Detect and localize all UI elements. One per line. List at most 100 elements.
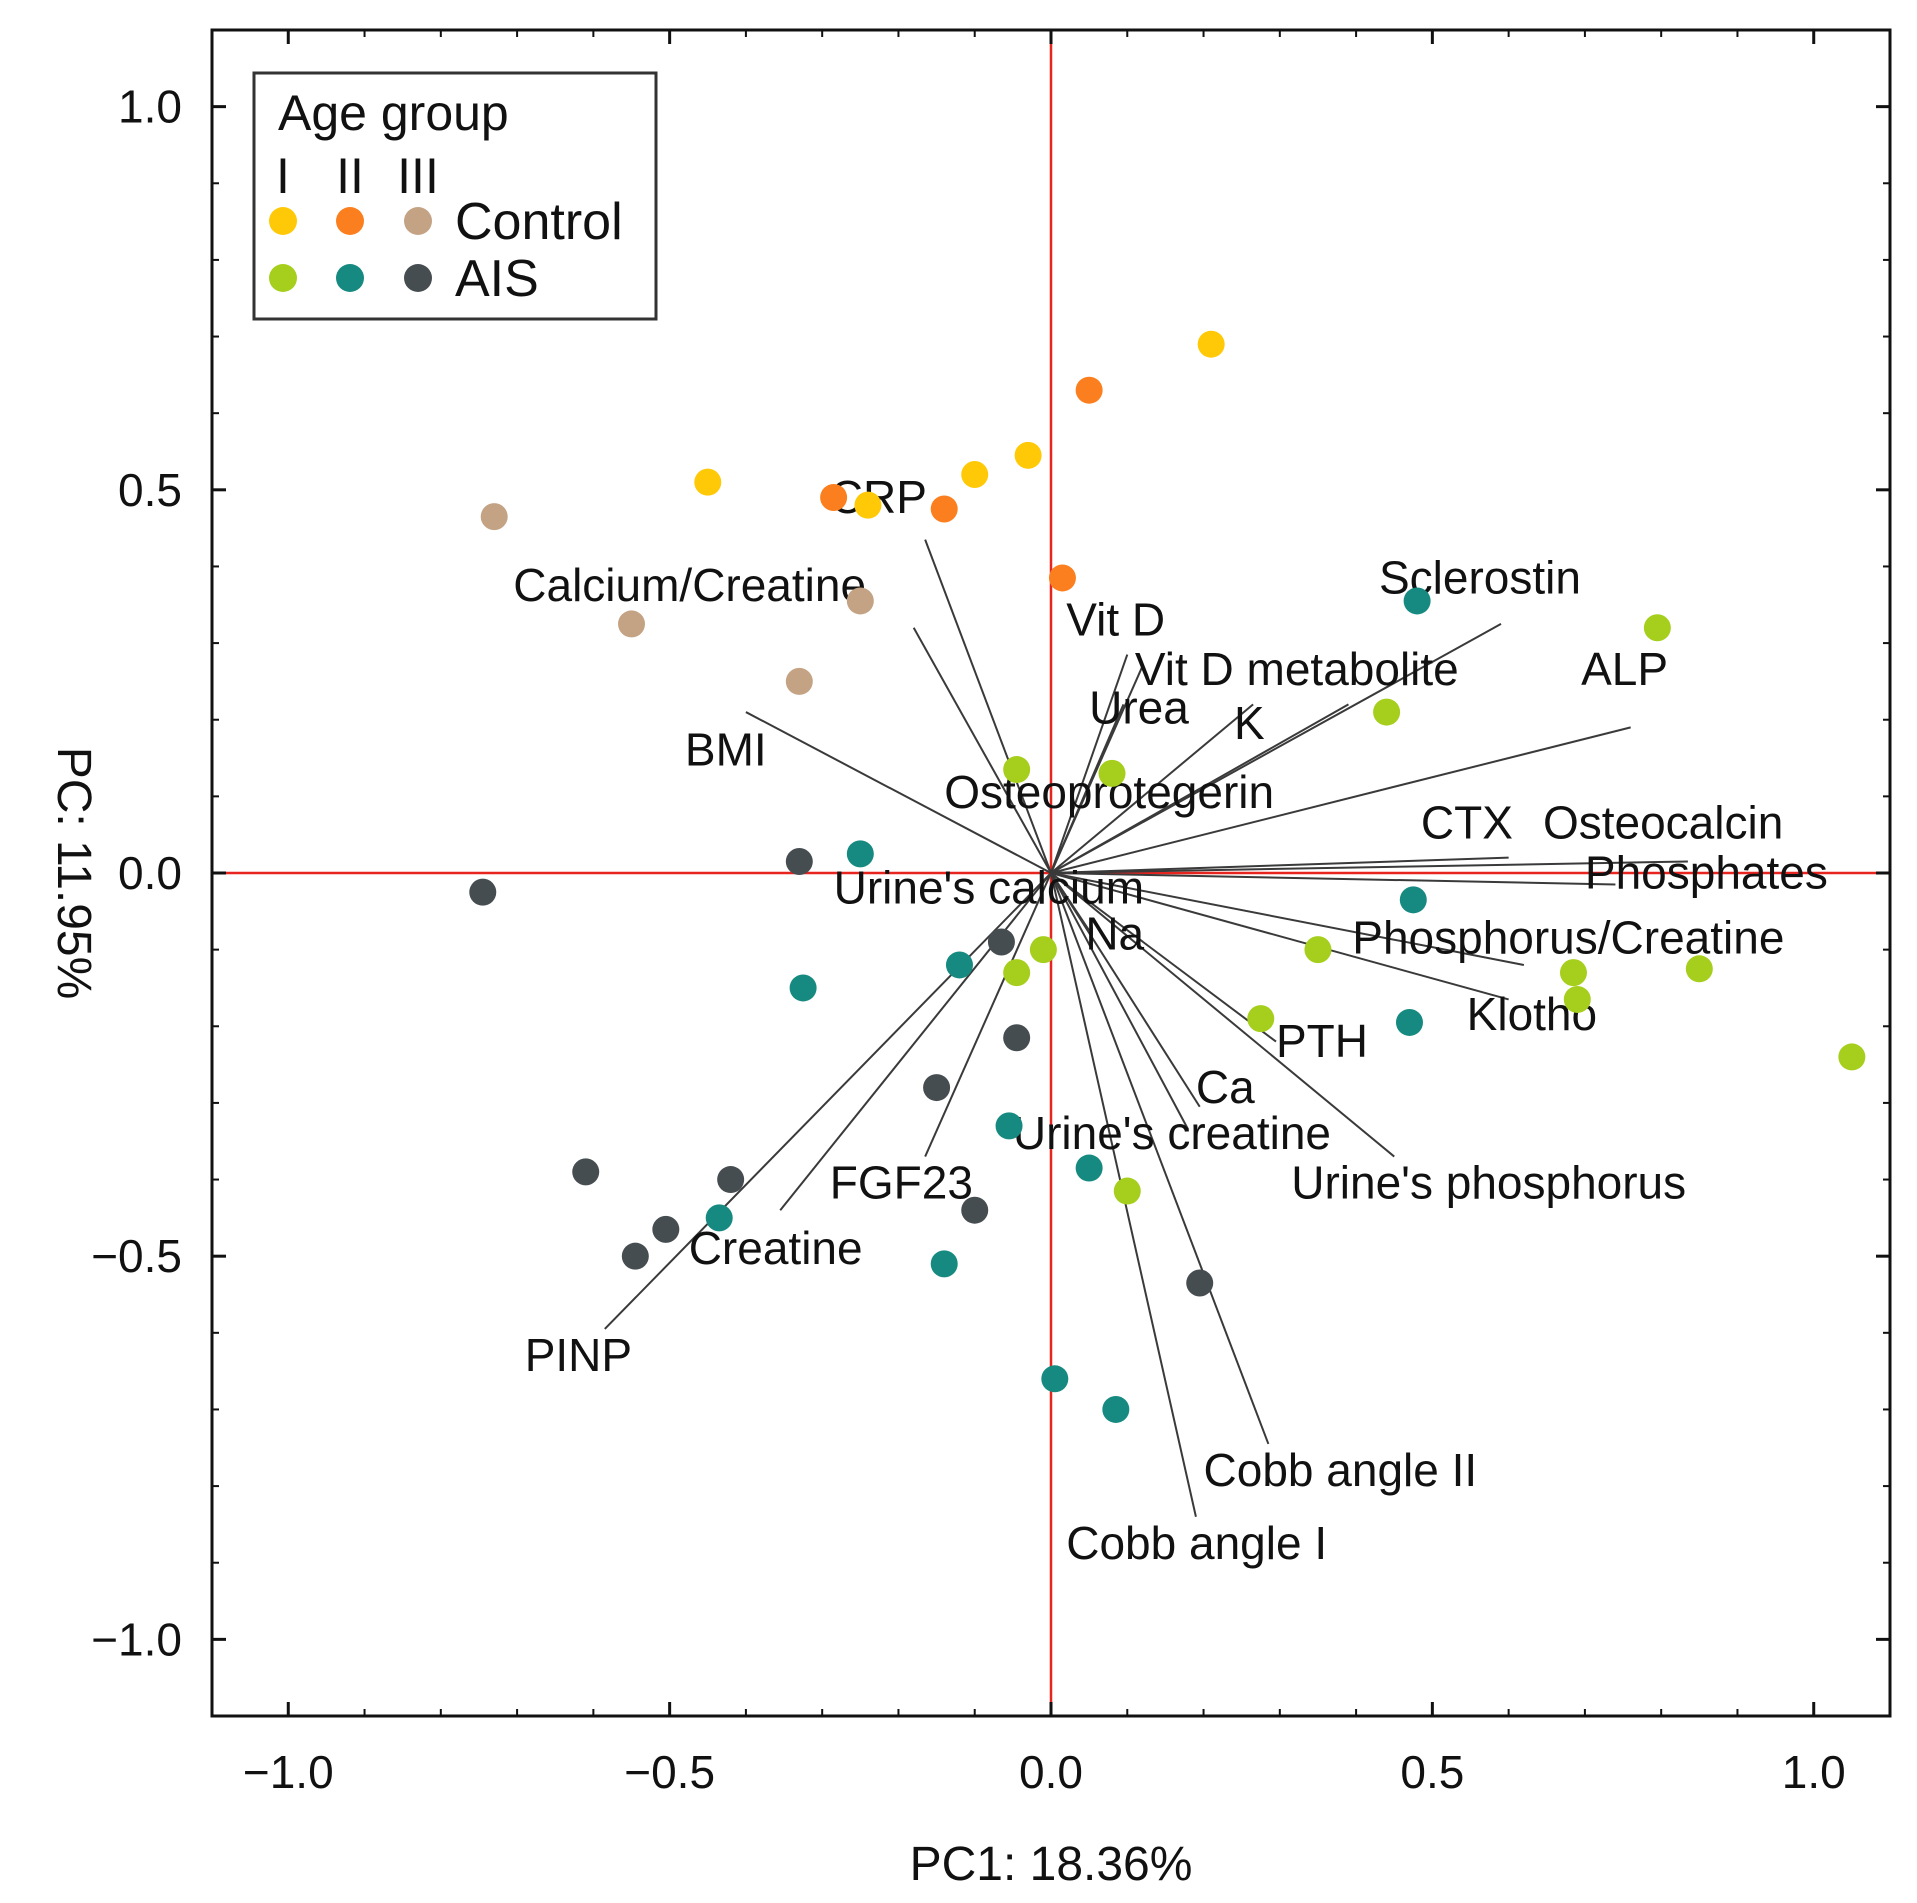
loading-label-k: K <box>1234 697 1265 749</box>
loading-label-urine-s-creatine: Urine's creatine <box>1013 1107 1331 1159</box>
loading-vector-klotho <box>1050 872 1509 1001</box>
legend-swatch-control-1 <box>269 207 297 235</box>
legend-swatch-ais-3 <box>404 264 432 292</box>
point-control-i-2 <box>961 460 989 488</box>
point-ais-ii-3 <box>945 951 973 979</box>
loading-label-ctx: CTX <box>1421 797 1513 849</box>
loading-vector-phosphorus-creatine <box>1050 872 1525 966</box>
y-tick-label: 1.0 <box>118 81 182 133</box>
y-tick-label: −1.0 <box>91 1613 182 1665</box>
loading-label-calcium-creatine: Calcium/Creatine <box>513 559 866 611</box>
point-ais-ii-10 <box>1041 1365 1069 1393</box>
point-ais-iii-3 <box>1003 1024 1031 1052</box>
point-control-i-1 <box>694 468 722 496</box>
point-ais-iii-5 <box>572 1158 600 1186</box>
y-tick-label: 0.0 <box>118 847 182 899</box>
point-ais-ii-9 <box>930 1250 958 1278</box>
loading-vector-fgf23 <box>924 872 1052 1157</box>
loading-vector-creatine <box>779 872 1052 1211</box>
legend-column-iii: III <box>397 148 439 204</box>
point-ais-iii-10 <box>1186 1269 1214 1297</box>
loading-label-phosphorus-creatine: Phosphorus/Creatine <box>1352 911 1784 963</box>
point-ais-ii-2 <box>1399 886 1427 914</box>
x-tick-label: 0.0 <box>1019 1746 1083 1798</box>
point-ais-ii-1 <box>846 840 874 868</box>
x-tick-label: −1.0 <box>243 1746 334 1798</box>
loading-vector-calcium-creatine <box>912 627 1052 874</box>
point-ais-ii-7 <box>1075 1154 1103 1182</box>
point-ais-iii-7 <box>961 1196 989 1224</box>
loading-label-vit-d-metabolite: Vit D metabolite <box>1135 643 1459 695</box>
point-ais-iii-2 <box>987 928 1015 956</box>
x-axis-title: PC1: 18.36% <box>910 1838 1193 1891</box>
loading-label-alp: ALP <box>1581 643 1668 695</box>
legend-box <box>252 71 658 321</box>
loading-label-cobb-angle-i: Cobb angle I <box>1066 1517 1327 1569</box>
loading-vector-k <box>1050 703 1254 874</box>
loading-vector-bmi <box>745 711 1052 874</box>
point-ais-ii-4 <box>789 974 817 1002</box>
point-ais-iii-0 <box>785 848 813 876</box>
loading-vector-urea <box>1050 704 1125 874</box>
point-control-ii-2 <box>930 495 958 523</box>
point-ais-iii-9 <box>621 1242 649 1270</box>
point-control-ii-3 <box>1048 564 1076 592</box>
loading-label-pinp: PINP <box>525 1329 632 1381</box>
legend-label-ais: AIS <box>455 250 539 308</box>
legend-swatch-ais-1 <box>269 264 297 292</box>
tick-labels: −1.0 −0.5 0.0 0.5 1.0 1.0 0.5 0.0 −0.5 −1.0 <box>91 81 1846 1798</box>
point-control-iii-1 <box>618 610 645 638</box>
point-ais-i-0 <box>1643 614 1671 642</box>
loading-vector-sclerostin <box>1050 623 1502 874</box>
point-ais-ii-8 <box>705 1204 733 1232</box>
loading-label-urea: Urea <box>1089 682 1189 734</box>
loading-vector-ca <box>1050 872 1201 1108</box>
point-control-iii-3 <box>785 667 813 695</box>
point-ais-i-7 <box>1559 959 1587 987</box>
loading-vectors <box>604 539 1688 1517</box>
point-ais-ii-5 <box>1395 1008 1423 1036</box>
y-axis-title: PC: 11.95% <box>47 747 100 1000</box>
point-ais-i-8 <box>1685 955 1713 983</box>
point-ais-i-3 <box>1098 759 1126 787</box>
loading-label-phosphates: Phosphates <box>1585 846 1828 898</box>
loading-label-na: Na <box>1085 908 1144 960</box>
loading-label-ca: Ca <box>1196 1061 1255 1113</box>
loading-vector-urine-s-creatine <box>1050 872 1190 1131</box>
legend-swatch-control-2 <box>336 207 364 235</box>
loading-label-cobb-angle-ii: Cobb angle II <box>1204 1444 1478 1496</box>
loading-vector-osteocalcin <box>1050 860 1688 874</box>
legend-column-ii: II <box>336 148 364 204</box>
point-control-iii-0 <box>480 503 508 531</box>
legend-title: Age group <box>278 85 509 141</box>
point-ais-ii-11 <box>1102 1395 1130 1423</box>
loading-vector-vit-d <box>1050 654 1129 874</box>
loading-label-pth: PTH <box>1276 1015 1368 1067</box>
loading-vector-pth <box>1050 872 1277 1043</box>
x-tick-label: 1.0 <box>1782 1746 1846 1798</box>
legend-label-control: Control <box>455 193 623 251</box>
axis-ticks <box>211 29 1891 1717</box>
point-ais-i-12 <box>1113 1177 1141 1205</box>
point-ais-i-11 <box>1838 1043 1866 1071</box>
point-control-ii-0 <box>1075 376 1103 404</box>
loading-label-vit-d: Vit D <box>1066 593 1165 645</box>
point-control-i-3 <box>1014 441 1042 469</box>
loading-vector-urine-s-phosphorus <box>1050 872 1395 1158</box>
point-control-i-0 <box>1197 330 1225 358</box>
x-tick-label: −0.5 <box>624 1746 715 1798</box>
point-ais-ii-0 <box>1403 587 1431 615</box>
loading-label-bmi: BMI <box>685 724 767 776</box>
point-control-i-4 <box>854 491 882 519</box>
legend-swatch-control-3 <box>404 207 432 235</box>
point-ais-i-6 <box>1304 936 1332 964</box>
x-tick-label: 0.5 <box>1400 1746 1464 1798</box>
point-ais-iii-8 <box>652 1215 680 1243</box>
point-ais-i-5 <box>1003 959 1031 987</box>
y-tick-label: 0.5 <box>118 464 182 516</box>
point-ais-i-2 <box>1003 756 1031 784</box>
legend-column-i: I <box>276 148 290 204</box>
